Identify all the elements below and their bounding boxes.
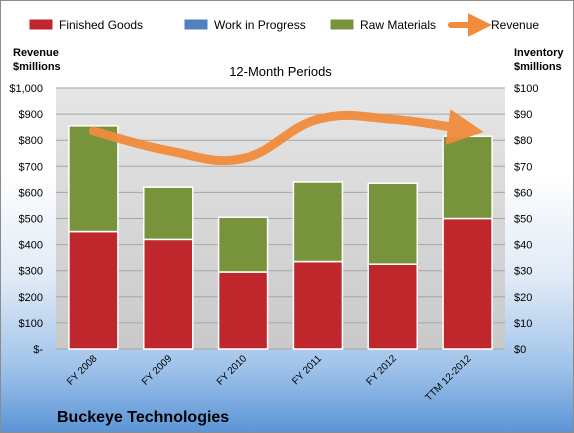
bar-raw-materials [442,135,493,220]
company-name: Buckeye Technologies [57,409,229,426]
legend-label-work-in-progress: Work in Progress [214,18,306,32]
right-tick-label: $20 [514,292,532,304]
left-tick-label: $500 [19,214,43,226]
right-tick-label: $30 [514,266,532,278]
right-tick-label: $10 [514,318,532,330]
bar-raw-materials [217,216,269,273]
right-tick-label: $100 [514,83,538,95]
category-label: FY 2010 [215,353,250,388]
left-tick-label: $800 [19,135,43,147]
revenue-line-path [88,109,484,166]
bar-finished-goods [217,271,269,350]
revenue-line [88,109,484,166]
left-tick-label: $1,000 [9,83,43,95]
right-tick-label: $40 [514,240,532,252]
category-label: TTM 12-2012 [423,353,474,404]
legend-label-finished-goods: Finished Goods [59,18,143,32]
bar-series [68,125,493,350]
category-label: FY 2012 [364,353,399,388]
bar-finished-goods [68,230,119,350]
right-tick-label: $90 [514,109,532,121]
chart-title: 12-Month Periods [229,64,332,79]
left-tick-label: $600 [19,187,43,199]
right-tick-label: $60 [514,187,532,199]
left-axis-ticks: $- $100 $200 $300 $400 $500 $600 $700 $800 $900 $1… [9,83,43,356]
right-tick-label: $50 [514,214,532,226]
category-label: FY 2011 [290,353,324,387]
left-tick-label: $400 [19,240,43,252]
left-tick-label: $300 [19,266,43,278]
right-tick-label: $70 [514,161,532,173]
left-axis-title: Revenue $millions [13,47,61,73]
category-labels: FY 2008 FY 2009 FY 2010 FY 2011 FY 2012 TTM 1… [65,353,474,404]
bar-finished-goods [292,260,344,350]
legend-swatch-finished-goods [28,18,54,31]
bar-finished-goods [442,217,493,350]
left-tick-label: $- [33,344,43,356]
legend-swatch-raw-materials [329,18,355,31]
bar-finished-goods [143,238,194,350]
left-tick-label: $900 [19,109,43,121]
legend-label-raw-materials: Raw Materials [360,18,436,32]
bar-finished-goods [367,263,418,350]
bar-raw-materials [143,186,194,241]
right-axis-title: Inventory $millions [514,47,564,73]
legend: Finished Goods Work in Progress Raw Materi… [28,13,539,37]
right-tick-label: $80 [514,135,532,147]
gridlines [56,87,505,350]
axis-titles: Revenue $millions Inventory $millions [13,47,564,73]
legend-swatch-work-in-progress [183,18,209,31]
bar-raw-materials [367,182,418,265]
legend-label-revenue: Revenue [491,18,539,32]
bar-raw-materials [292,181,344,263]
bar-raw-materials [68,125,119,233]
category-label: FY 2009 [140,353,175,388]
left-tick-label: $700 [19,161,43,173]
category-label: FY 2008 [65,353,100,388]
left-tick-label: $100 [19,318,43,330]
left-tick-label: $200 [19,292,43,304]
right-tick-label: $0 [514,344,526,356]
right-axis-ticks: $0 $10 $20 $30 $40 $50 $60 $70 $80 $90 $100 [514,83,538,356]
